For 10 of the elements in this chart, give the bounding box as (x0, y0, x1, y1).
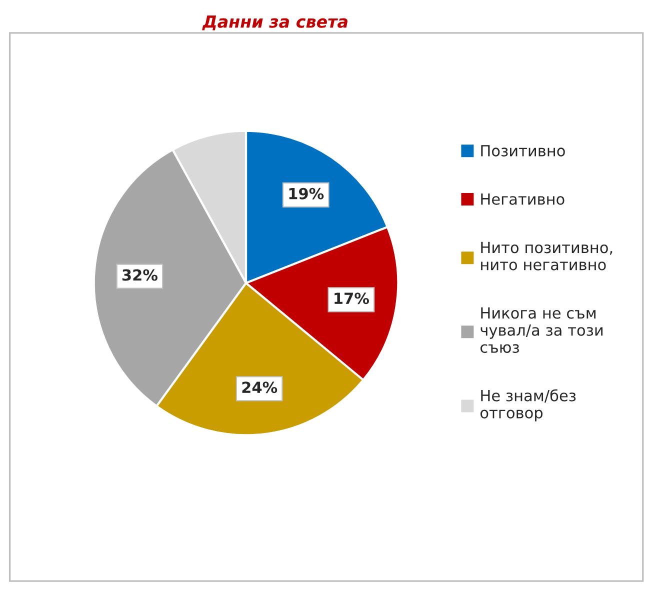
legend-label: Нито позитивно, нито негативно (481, 242, 612, 270)
legend-label: Позитивно (481, 145, 565, 156)
legend-label: Негативно (481, 193, 564, 205)
legend-label: Никога не съм чувал/а за този съюз (480, 307, 602, 353)
data-label: 24% (242, 382, 278, 394)
data-label: 17% (334, 292, 369, 304)
data-label: 19% (289, 188, 324, 200)
legend-label: Не знам/без отговор (480, 389, 576, 422)
data-label: 32% (122, 269, 158, 281)
chart-title: Данни за света (202, 15, 348, 30)
